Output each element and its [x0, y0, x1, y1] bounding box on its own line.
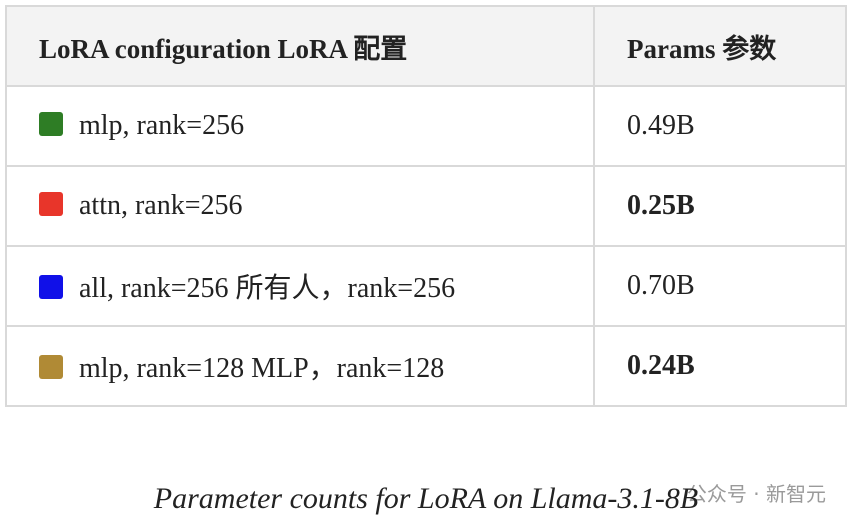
config-label: attn, rank=256	[79, 190, 243, 221]
label-cell: attn, rank=256	[5, 165, 595, 247]
caption: Parameter counts for LoRA on Llama-3.1-8…	[153, 482, 699, 515]
table-row: attn, rank=256 0.25B	[5, 165, 847, 247]
config-label: all, rank=256 所有人，rank=256	[79, 273, 456, 304]
param-cell: 0.49B	[593, 85, 847, 167]
param-cell: 0.24B	[593, 325, 847, 407]
color-swatch	[39, 355, 63, 379]
table-row: all, rank=256 所有人，rank=256 0.70B	[5, 245, 847, 327]
color-swatch	[39, 112, 63, 136]
label-cell: mlp, rank=256	[5, 85, 595, 167]
label-cell: all, rank=256 所有人，rank=256	[5, 245, 595, 327]
table-row: mlp, rank=128 MLP，rank=128 0.24B	[5, 325, 847, 407]
table-row: mlp, rank=256 0.49B	[5, 85, 847, 167]
config-label: mlp, rank=256	[79, 110, 245, 141]
header-cell: Params 参数	[593, 5, 847, 87]
watermark: 公众号 · 新智元	[686, 482, 826, 506]
config-label: mlp, rank=128 MLP，rank=128	[79, 353, 445, 384]
table: LoRA configuration LoRA 配置 Params 参数 mlp…	[5, 5, 847, 407]
color-swatch	[39, 275, 63, 299]
color-swatch	[39, 192, 63, 216]
header-row: LoRA configuration LoRA 配置 Params 参数	[5, 5, 847, 87]
header-cell: LoRA configuration LoRA 配置	[5, 5, 595, 87]
param-cell: 0.70B	[593, 245, 847, 327]
param-cell: 0.25B	[593, 165, 847, 247]
table-body: mlp, rank=256 0.49B attn, rank=256 0.25B all…	[5, 85, 847, 407]
label-cell: mlp, rank=128 MLP，rank=128	[5, 325, 595, 407]
